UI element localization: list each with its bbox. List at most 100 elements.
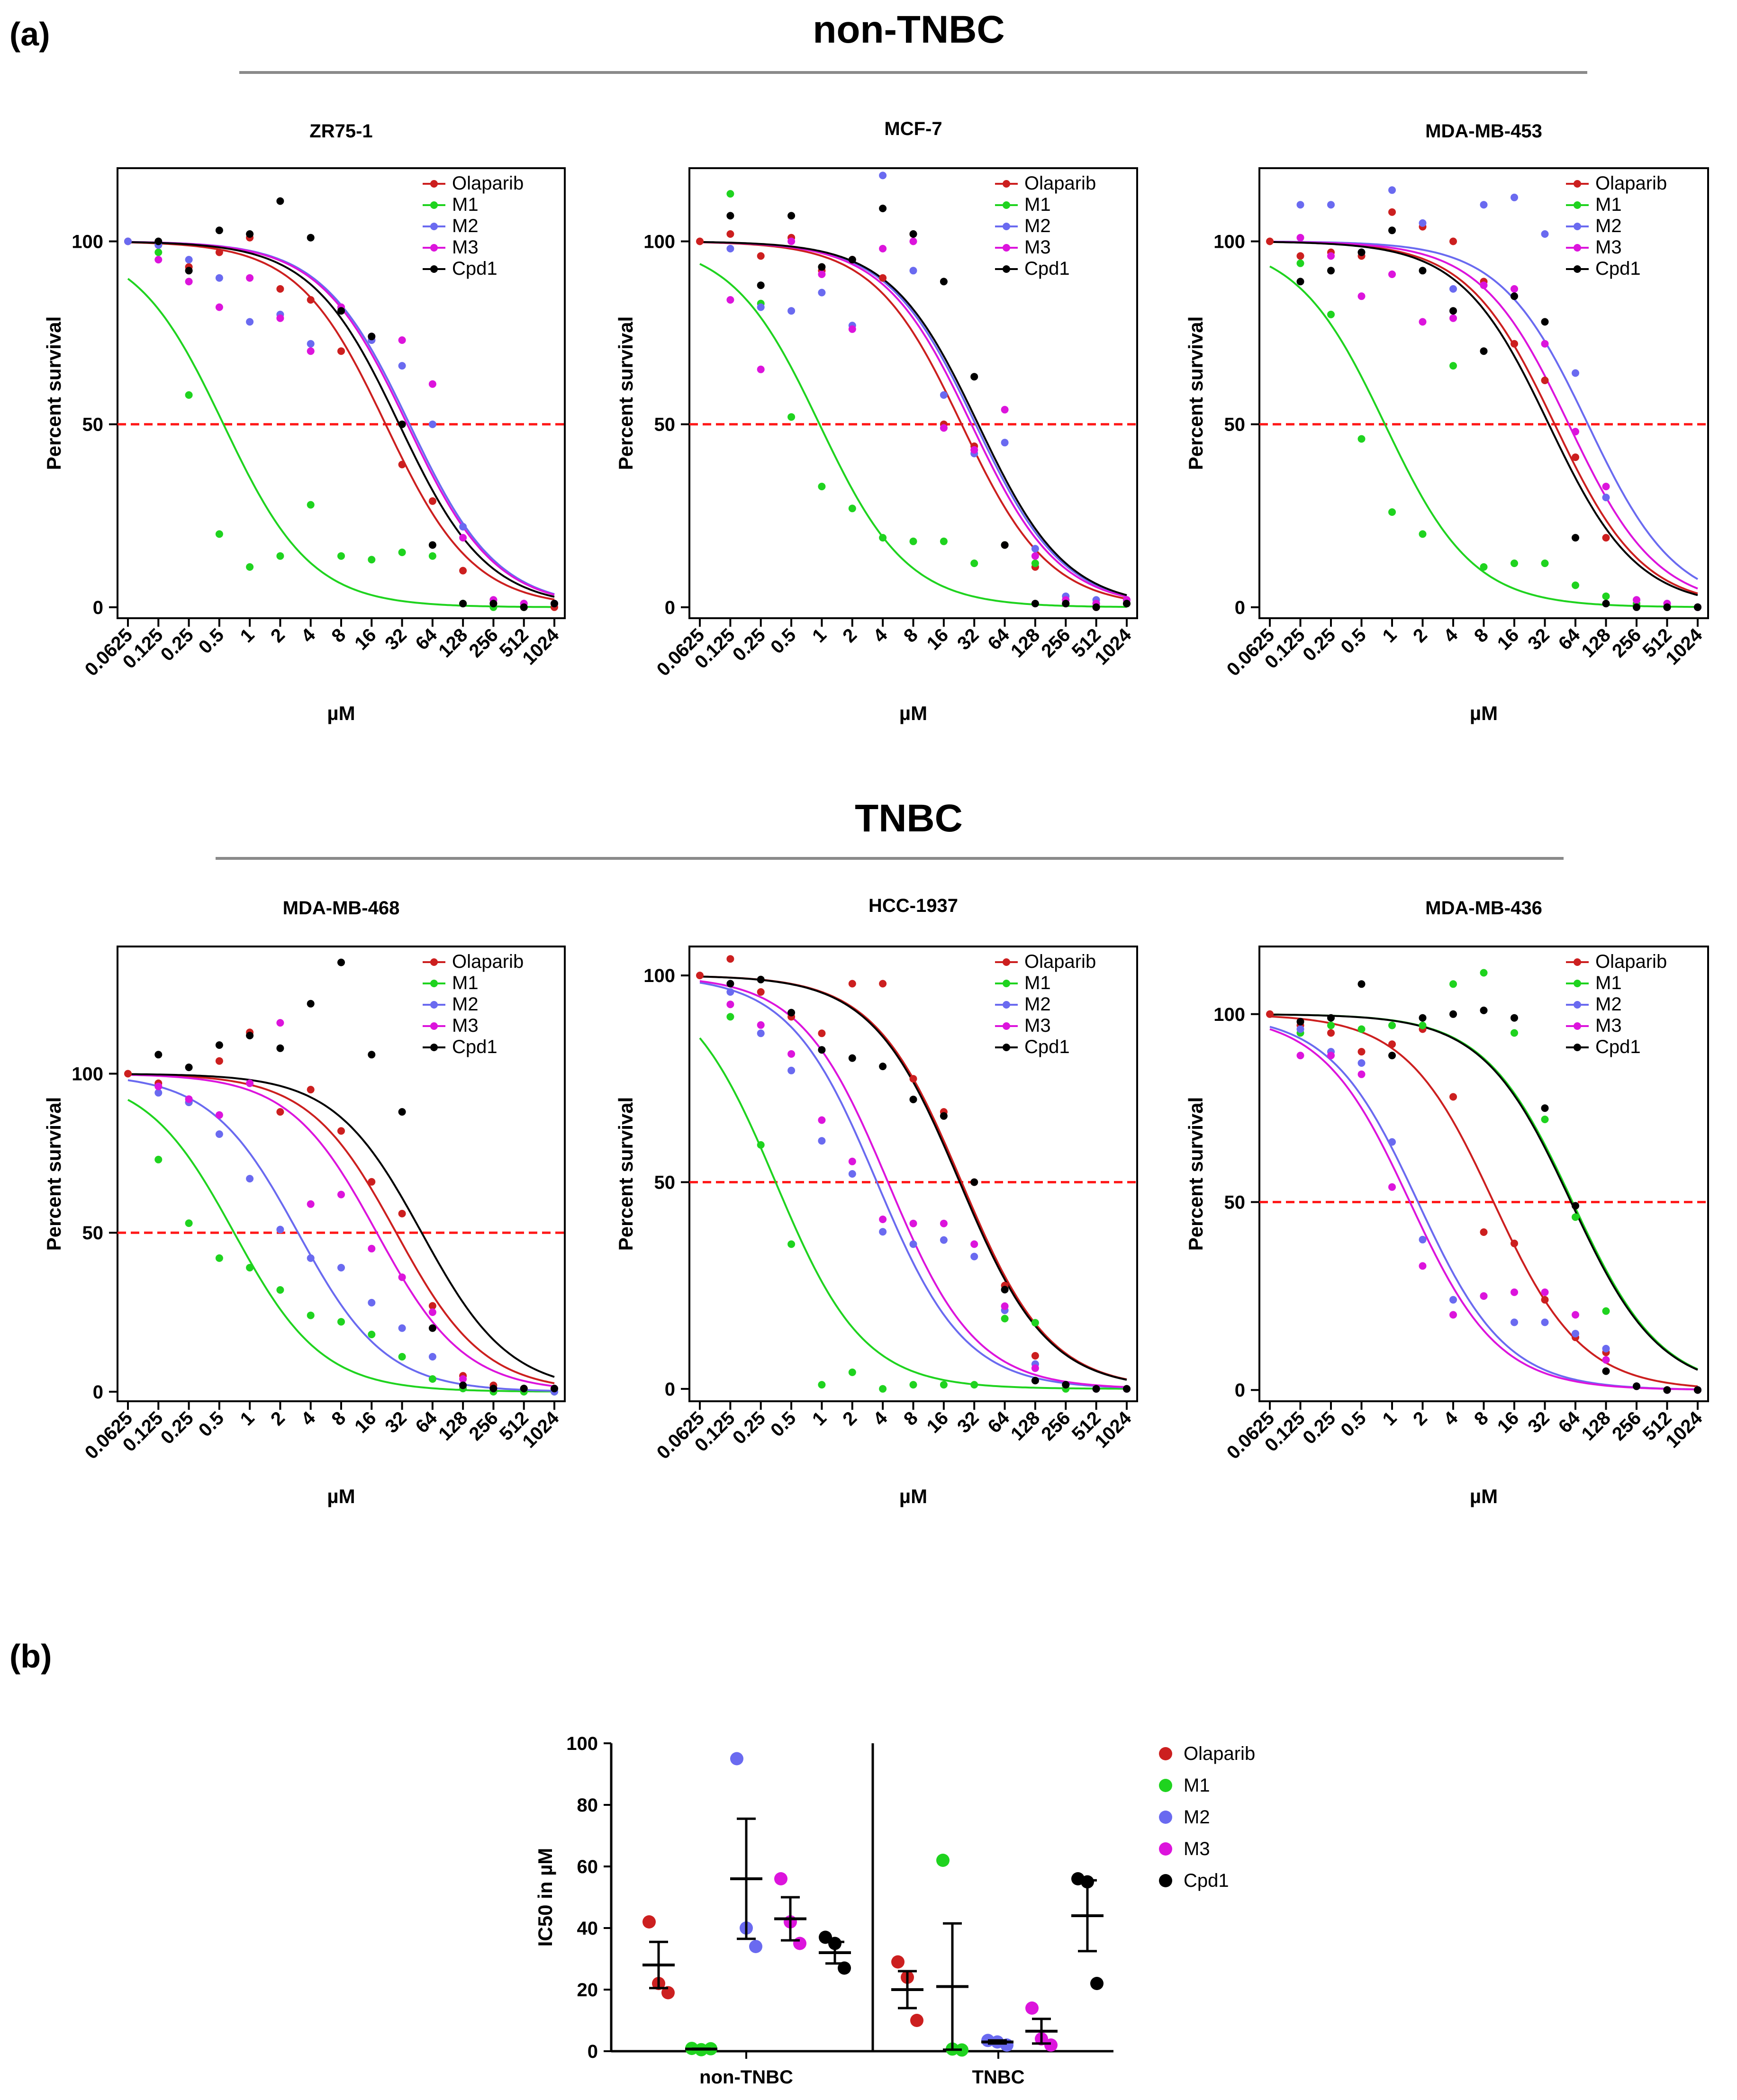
data-point-olaparib [337,1127,345,1135]
data-point-m3 [1388,1183,1396,1191]
legend-marker-m1 [1574,201,1581,209]
data-point-m3 [1357,292,1366,300]
fit-curve-m1 [1269,265,1698,608]
y-tick-label: 0 [1235,597,1245,618]
data-point-cpd1 [1031,600,1039,608]
legend-label-olaparib: Olaparib [1595,951,1667,972]
data-point-m3 [726,1000,734,1009]
data-point-m3 [1541,1288,1549,1296]
data-point-cpd1 [1663,1386,1671,1394]
legend-label-m1: M1 [1184,1775,1210,1796]
legend-label-cpd1: Cpd1 [1184,1870,1229,1891]
y-tick-label: 100 [643,231,675,252]
data-point-cpd1 [459,600,467,608]
y-tick-label: 20 [577,1980,598,2001]
data-point-m2 [726,988,734,996]
data-point-m1 [1541,559,1549,568]
data-point-m3 [1602,1356,1610,1364]
data-point-m3 [848,1157,856,1165]
data-point-cpd1 [940,278,948,286]
data-point-cpd1 [757,281,765,289]
ic50-point-cpd1-non-tnbc [838,1961,851,1975]
data-point-olaparib [398,1209,406,1217]
data-point-m3 [1327,1052,1335,1060]
legend-label-olaparib: Olaparib [452,951,524,972]
data-point-m2 [1001,439,1009,447]
data-point-olaparib [1388,208,1396,216]
data-point-olaparib [215,248,223,256]
data-point-m1 [215,530,223,538]
data-point-cpd1 [307,234,315,242]
data-point-cpd1 [879,1063,887,1071]
data-point-m1 [818,483,826,490]
legend-marker-olaparib [430,958,438,966]
data-point-cpd1 [1388,1052,1396,1060]
data-point-m3 [909,1219,917,1227]
data-point-olaparib [1480,1228,1488,1236]
legend-marker-m3 [1159,1842,1172,1856]
data-point-m2 [757,303,765,311]
data-point-m3 [428,1308,436,1316]
data-point-m1 [940,1381,948,1389]
y-tick-label: 0 [1235,1380,1245,1401]
chart-title: MDA-MB-436 [1425,898,1542,919]
y-tick-label: 100 [1213,1004,1245,1025]
data-point-m3 [459,1375,467,1383]
data-point-m3 [276,314,284,322]
data-point-m3 [1572,428,1579,436]
data-point-olaparib [879,274,887,282]
ic50-point-m3-tnbc [1025,2001,1039,2015]
data-point-m1 [337,1318,345,1326]
group-title-non-tnbc: non-TNBC [813,8,1004,51]
data-point-m3 [185,1095,193,1103]
data-point-m1 [1357,1025,1366,1033]
data-point-m1 [276,1286,284,1294]
data-point-m1 [307,501,315,509]
data-point-olaparib [1541,377,1549,384]
fit-curve-olaparib [127,241,555,601]
ic50-point-m2-non-tnbc [730,1752,743,1766]
data-point-m2 [1511,193,1518,201]
chart-title: MDA-MB-468 [283,898,400,919]
legend-label-m3: M3 [1024,237,1051,258]
data-point-m3 [337,1190,345,1199]
data-point-cpd1 [1092,1385,1100,1393]
data-point-m1 [1388,1021,1396,1029]
data-point-m1 [1419,1021,1427,1029]
data-point-m2 [124,237,132,245]
data-point-m3 [215,1111,223,1119]
legend-label-m2: M2 [1024,994,1051,1015]
data-point-olaparib [368,1178,376,1186]
data-point-m2 [909,267,917,275]
data-point-olaparib [307,1086,315,1094]
fit-curve-m3 [127,1073,555,1388]
data-point-m2 [1449,1296,1457,1304]
data-point-m2 [1572,369,1579,377]
data-point-cpd1 [154,237,163,245]
chart-title: HCC-1937 [868,895,958,916]
data-point-m2 [940,391,948,399]
data-point-m3 [1511,285,1518,293]
data-point-m3 [1388,270,1396,278]
data-point-m3 [307,347,315,355]
data-point-m3 [154,256,163,264]
data-point-m2 [154,1089,163,1097]
data-point-m1 [398,1353,406,1361]
legend-marker-cpd1 [1003,265,1010,273]
legend-marker-cpd1 [1003,1044,1010,1051]
data-point-m2 [1572,1330,1579,1338]
data-point-cpd1 [1541,318,1549,326]
data-point-cpd1 [276,197,284,205]
data-point-cpd1 [787,212,796,220]
data-point-cpd1 [940,1112,948,1120]
data-point-m3 [1480,1292,1488,1300]
data-point-m2 [909,1240,917,1248]
ic50-point-m1-tnbc [936,1854,950,1867]
data-point-m3 [787,237,796,245]
data-point-m3 [1001,406,1009,414]
data-point-m2 [1541,1318,1549,1326]
data-point-m3 [1449,314,1457,322]
data-point-olaparib [307,296,315,304]
data-point-m2 [818,288,826,297]
